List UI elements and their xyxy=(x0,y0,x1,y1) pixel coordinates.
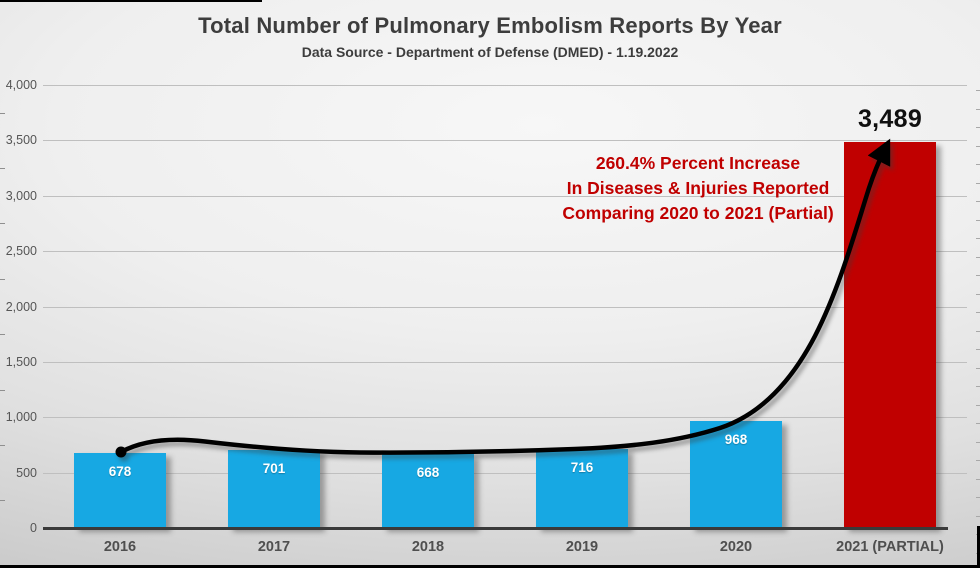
y-axis-minor-tick xyxy=(0,112,5,114)
y-gridline xyxy=(43,472,967,474)
y-axis-minor-tick xyxy=(0,444,5,446)
y-axis-tick-label: 1,000 xyxy=(5,410,37,425)
bar-2018: 668 xyxy=(382,454,474,528)
frame-border-bottom xyxy=(0,565,980,568)
right-edge-tick xyxy=(976,164,980,165)
frame-border-right xyxy=(977,526,980,568)
right-edge-tick xyxy=(976,386,980,387)
y-axis-tick-label: 3,500 xyxy=(5,133,37,148)
right-edge-tick xyxy=(976,182,980,184)
callout-value-label: 3,489 xyxy=(857,104,923,133)
right-edge-tick xyxy=(976,478,980,480)
bar-value-label: 668 xyxy=(416,465,440,481)
bar-value-label: 716 xyxy=(570,459,594,475)
frame-border-top xyxy=(0,0,262,2)
y-axis-minor-tick xyxy=(0,500,5,502)
y-axis-tick-label: 2,000 xyxy=(5,299,37,314)
right-edge-tick xyxy=(976,460,980,461)
bar-2020: 968 xyxy=(690,420,782,528)
right-edge-tick xyxy=(976,404,980,406)
y-gridline xyxy=(43,140,967,142)
x-axis-label-2016: 2016 xyxy=(103,539,137,555)
right-edge-tick xyxy=(976,423,980,424)
annotation-line-1: 260.4% Percent Increase xyxy=(595,153,801,173)
bar-2016: 678 xyxy=(74,452,166,528)
y-axis-tick-label: 500 xyxy=(16,465,37,480)
right-edge-tick xyxy=(976,127,980,128)
chart-subtitle: Data Source - Department of Defense (DME… xyxy=(301,44,679,60)
x-axis-line xyxy=(43,526,948,530)
bar-2017: 701 xyxy=(228,450,320,528)
right-edge-tick xyxy=(976,201,980,202)
y-axis-minor-tick xyxy=(0,223,5,225)
y-axis-minor-tick xyxy=(0,389,5,391)
y-gridline xyxy=(43,361,967,363)
increase-annotation: 260.4% Percent Increase In Diseases & In… xyxy=(538,151,858,226)
x-axis-label-2018: 2018 xyxy=(411,539,445,555)
bar-value-label: 701 xyxy=(262,461,286,477)
bar-value-label: 678 xyxy=(108,463,132,479)
chart-title: Total Number of Pulmonary Embolism Repor… xyxy=(198,13,782,38)
right-edge-tick xyxy=(976,145,980,147)
y-axis-tick-label: 0 xyxy=(30,521,37,535)
right-edge-tick xyxy=(976,515,980,517)
right-edge-tick xyxy=(976,238,980,239)
y-axis-tick-label: 4,000 xyxy=(5,78,37,92)
x-axis-label-2020: 2020 xyxy=(719,539,753,555)
right-edge-tick xyxy=(976,312,980,313)
bar-value-label: 968 xyxy=(724,431,748,447)
annotation-line-2: In Diseases & Injuries Reported xyxy=(566,178,830,198)
right-edge-tick xyxy=(976,108,980,110)
y-axis-tick-label: 2,500 xyxy=(5,244,37,259)
x-axis-label-2017: 2017 xyxy=(257,539,291,555)
x-axis-label-2021-partial-: 2021 (PARTIAL) xyxy=(836,539,944,555)
right-edge-tick xyxy=(976,219,980,221)
y-gridline xyxy=(43,417,967,419)
y-axis-tick-label: 1,500 xyxy=(5,354,37,369)
right-edge-tick xyxy=(976,330,980,332)
y-gridline xyxy=(43,251,967,253)
bar-2019: 716 xyxy=(536,448,628,528)
right-edge-tick xyxy=(976,90,980,91)
right-edge-tick xyxy=(976,441,980,443)
right-edge-tick xyxy=(976,497,980,498)
y-axis-minor-tick xyxy=(0,334,5,336)
y-axis-minor-tick xyxy=(0,168,5,170)
right-edge-tick xyxy=(976,275,980,276)
y-axis-tick-label: 3,000 xyxy=(5,188,37,203)
y-gridline xyxy=(43,306,967,308)
right-edge-tick xyxy=(976,256,980,258)
right-edge-tick xyxy=(976,349,980,350)
y-gridline xyxy=(43,85,967,86)
annotation-line-3: Comparing 2020 to 2021 (Partial) xyxy=(562,203,834,223)
x-axis-label-2019: 2019 xyxy=(565,539,599,555)
y-axis-minor-tick xyxy=(0,278,5,280)
right-edge-tick xyxy=(976,367,980,369)
right-edge-tick xyxy=(976,293,980,295)
